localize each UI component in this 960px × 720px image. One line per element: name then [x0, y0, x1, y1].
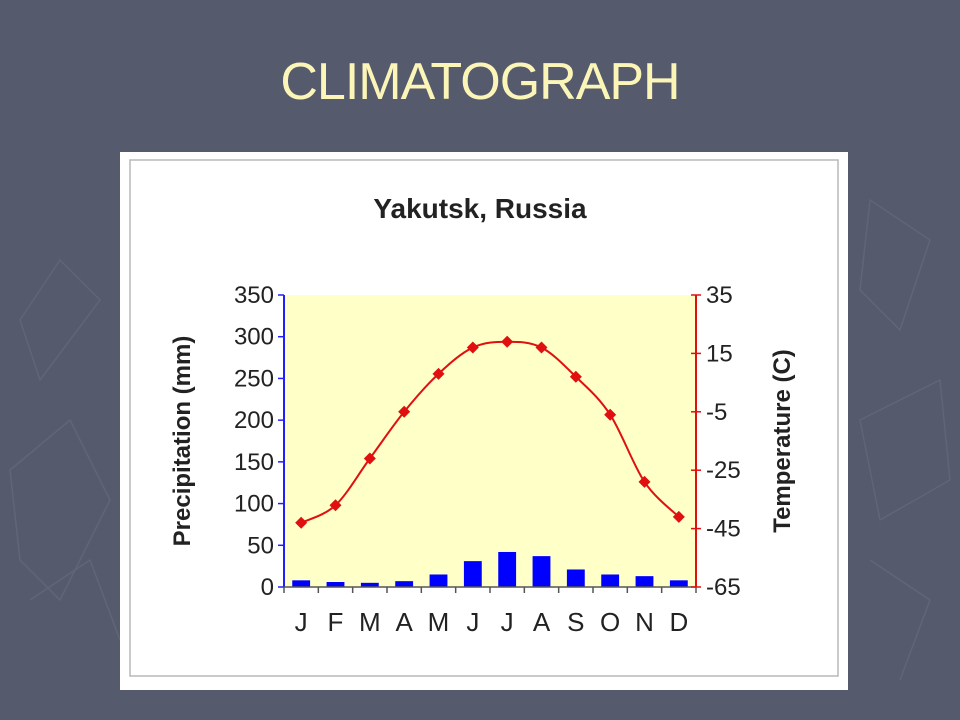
- right-tick-label: -5: [706, 399, 727, 426]
- temperature-marker: [672, 510, 685, 523]
- y-axis-left-label: Precipitation (mm): [169, 336, 196, 547]
- right-tick-label: 15: [706, 340, 733, 367]
- left-tick-label: 0: [261, 574, 274, 601]
- chart-title: Yakutsk, Russia: [373, 193, 587, 224]
- chart-border: [129, 159, 839, 677]
- precipitation-bar: [498, 551, 517, 587]
- x-tick-label: J: [466, 607, 479, 637]
- temperature-marker: [604, 408, 617, 421]
- precipitation-bar: [395, 581, 414, 587]
- precipitation-bar: [326, 581, 345, 587]
- x-tick-label: D: [669, 607, 688, 637]
- temperature-marker: [432, 367, 445, 380]
- right-tick-label: -65: [706, 574, 741, 601]
- slide-title: CLIMATOGRAPH: [280, 53, 680, 111]
- left-tick-label: 100: [234, 491, 274, 518]
- temperature-marker: [535, 341, 548, 354]
- precipitation-bar: [532, 556, 551, 587]
- y-axis-right-label: Temperature (C): [769, 349, 796, 533]
- precipitation-bar: [635, 576, 654, 587]
- precipitation-bar: [429, 574, 448, 587]
- temperature-marker: [329, 499, 342, 512]
- left-axis-ticks: 350 300 250 200 150 100 50 0: [234, 282, 284, 601]
- temperature-marker: [638, 475, 651, 488]
- temperature-marker: [466, 341, 479, 354]
- x-tick-label: A: [395, 607, 413, 637]
- right-tick-label: -25: [706, 457, 741, 484]
- precipitation-bar: [292, 580, 311, 587]
- left-tick-label: 150: [234, 449, 274, 476]
- precipitation-bars: [292, 551, 688, 587]
- left-tick-label: 250: [234, 365, 274, 392]
- x-tick-label: J: [295, 607, 308, 637]
- left-tick-label: 350: [234, 282, 274, 309]
- precipitation-bar: [566, 569, 585, 587]
- temperature-marker: [295, 516, 308, 529]
- temperature-marker: [398, 405, 411, 418]
- temperature-marker: [363, 452, 376, 465]
- x-tick-label: N: [635, 607, 654, 637]
- x-tick-label: S: [567, 607, 584, 637]
- climatograph-chart: Yakutsk, Russia 350 300 250 200 150 100 50 0 35…: [129, 159, 839, 677]
- left-tick-label: 200: [234, 407, 274, 434]
- x-tick-label: O: [600, 607, 620, 637]
- precipitation-bar: [360, 582, 379, 587]
- x-tick-label: M: [359, 607, 381, 637]
- chart-frame: Yakutsk, Russia 350 300 250 200 150 100 50 0 35…: [120, 152, 848, 690]
- temperature-marker: [501, 335, 514, 348]
- left-tick-label: 300: [234, 324, 274, 351]
- right-tick-label: -45: [706, 516, 741, 543]
- temperature-marker: [569, 370, 582, 383]
- right-axis-ticks: 35 15 -5 -25 -45 -65: [691, 282, 741, 601]
- plot-area: [284, 295, 696, 587]
- x-tick-label: A: [533, 607, 551, 637]
- x-tick-label: M: [428, 607, 450, 637]
- precipitation-bar: [669, 580, 688, 587]
- precipitation-bar: [463, 561, 482, 587]
- x-tick-label: F: [328, 607, 344, 637]
- left-tick-label: 50: [247, 532, 274, 559]
- x-tick-label: J: [501, 607, 514, 637]
- right-tick-label: 35: [706, 282, 733, 309]
- precipitation-bar: [601, 574, 620, 587]
- temperature-markers: [295, 335, 685, 529]
